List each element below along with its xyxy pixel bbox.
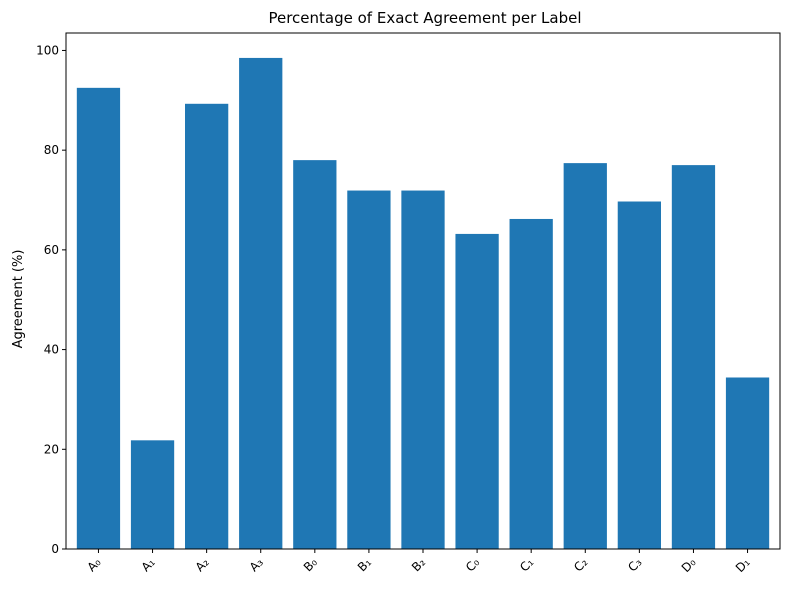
bar-0 xyxy=(76,87,121,549)
x-tick-label-8: C₁ xyxy=(517,555,536,574)
bar-1 xyxy=(130,440,175,549)
y-tick-label-5: 100 xyxy=(36,43,59,57)
y-tick-label-4: 80 xyxy=(44,143,59,157)
bar-6 xyxy=(401,190,445,549)
y-tick-label-1: 20 xyxy=(44,442,59,456)
x-tick-label-9: C₂ xyxy=(571,555,590,574)
x-axis: A₀ A₁ A₂ A₃ B₀ B₁ B₂ C₀ C₁ C₂ C₃ D₀ D₁ xyxy=(84,549,753,575)
y-tick-label-2: 40 xyxy=(44,343,59,357)
bar-2 xyxy=(185,103,229,550)
x-tick-label-0: A₀ xyxy=(84,555,103,574)
y-axis: 0 20 40 60 80 100 xyxy=(36,43,66,556)
chart-title: Percentage of Exact Agreement per Label xyxy=(268,9,581,27)
bar-4 xyxy=(293,160,337,549)
x-tick-label-10: C₃ xyxy=(625,555,644,574)
x-tick-label-11: D₀ xyxy=(679,555,699,575)
plot-frame xyxy=(65,32,781,550)
y-tick-label-0: 0 xyxy=(51,542,59,556)
x-tick-label-5: B₁ xyxy=(355,555,374,574)
bar-7 xyxy=(455,233,499,549)
bar-3 xyxy=(239,57,283,549)
bar-9 xyxy=(563,163,607,549)
x-tick-label-4: B₀ xyxy=(301,555,320,574)
bar-5 xyxy=(347,190,391,549)
y-tick-label-3: 60 xyxy=(44,243,59,257)
bar-10 xyxy=(617,201,661,550)
x-tick-label-7: C₀ xyxy=(463,555,482,574)
x-tick-label-2: A₂ xyxy=(193,555,212,574)
bars-group xyxy=(76,57,770,550)
x-tick-label-3: A₃ xyxy=(247,555,266,574)
bar-11 xyxy=(671,165,716,549)
x-tick-label-12: D₁ xyxy=(733,555,753,575)
bar-8 xyxy=(509,218,553,550)
y-axis-title: Agreement (%) xyxy=(11,250,26,349)
bar-12 xyxy=(725,377,770,549)
x-tick-label-6: B₂ xyxy=(409,555,428,574)
x-tick-label-1: A₁ xyxy=(139,555,158,574)
